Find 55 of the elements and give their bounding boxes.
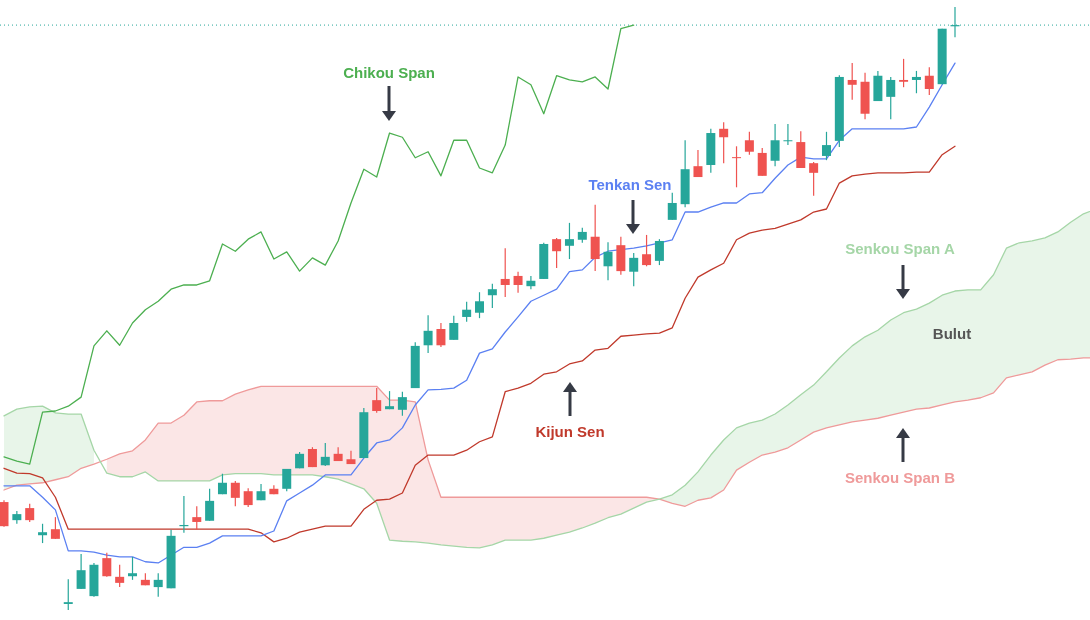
candlestick bbox=[12, 510, 22, 525]
candlestick bbox=[526, 275, 536, 290]
candlestick bbox=[719, 121, 729, 164]
candlestick bbox=[924, 66, 934, 96]
candlestick bbox=[642, 234, 652, 267]
candlestick bbox=[899, 58, 909, 88]
candlestick bbox=[809, 161, 819, 197]
candlestick bbox=[63, 578, 73, 611]
candlestick bbox=[732, 145, 742, 188]
candlestick bbox=[128, 556, 138, 581]
candlestick bbox=[783, 123, 793, 146]
candlestick bbox=[462, 301, 472, 323]
candlestick bbox=[397, 391, 407, 417]
candlestick bbox=[192, 505, 202, 531]
candlestick bbox=[590, 204, 600, 272]
candlestick bbox=[564, 222, 574, 260]
candlestick bbox=[436, 322, 446, 348]
candlestick bbox=[25, 503, 35, 523]
candlestick bbox=[153, 572, 163, 598]
series-label: Tenkan Sen bbox=[588, 176, 672, 193]
candlestick bbox=[346, 450, 356, 465]
text: Senkou Span B bbox=[844, 469, 956, 486]
text: Senkou Span A bbox=[845, 240, 955, 257]
candlestick bbox=[847, 62, 857, 101]
candlestick bbox=[886, 76, 896, 120]
candlestick bbox=[487, 283, 497, 309]
candlestick bbox=[513, 271, 523, 294]
candlestick bbox=[230, 480, 240, 507]
candlestick bbox=[744, 131, 754, 156]
candlestick bbox=[629, 252, 639, 287]
candlestick bbox=[449, 315, 459, 341]
candlestick bbox=[552, 237, 562, 269]
text: Chikou Span bbox=[343, 64, 435, 81]
candlestick bbox=[115, 564, 125, 588]
candlestick bbox=[667, 192, 677, 221]
candlestick bbox=[770, 123, 780, 167]
candlestick bbox=[76, 553, 86, 590]
candlestick bbox=[821, 131, 831, 161]
candlestick bbox=[205, 488, 215, 522]
candlestick bbox=[911, 70, 921, 94]
text: Kijun Sen bbox=[535, 423, 605, 440]
candlestick bbox=[603, 241, 613, 281]
candlestick bbox=[102, 552, 112, 578]
candlestick bbox=[372, 387, 382, 414]
annotation: Bulut bbox=[932, 325, 972, 342]
candlestick bbox=[475, 291, 484, 319]
candlestick bbox=[243, 487, 253, 508]
candlestick bbox=[757, 147, 767, 177]
candlestick bbox=[654, 238, 664, 266]
candlestick bbox=[500, 247, 510, 298]
candlestick bbox=[50, 516, 60, 540]
candlestick bbox=[320, 442, 330, 467]
candlestick bbox=[693, 149, 703, 178]
candlestick bbox=[423, 314, 433, 354]
candlestick bbox=[38, 523, 48, 544]
